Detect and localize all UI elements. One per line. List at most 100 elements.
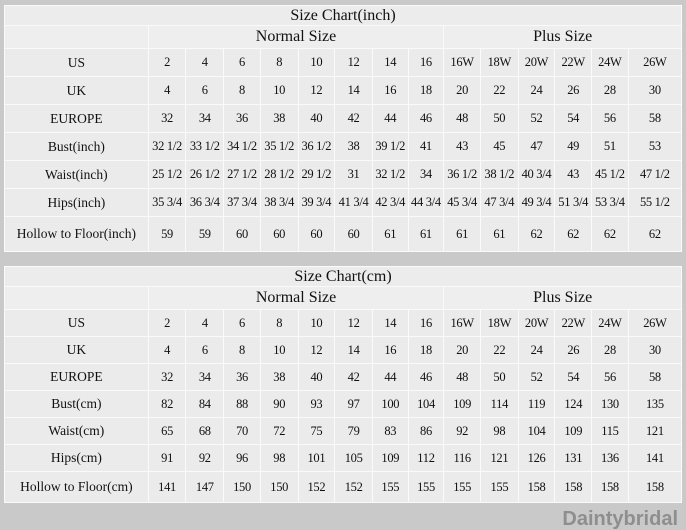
row-label: US: [4, 309, 149, 337]
size-cell: 147: [185, 471, 225, 503]
row-label: Waist(cm): [4, 417, 149, 445]
size-cell: 158: [554, 471, 593, 503]
table-row: Bust(inch) 32 1/2 33 1/2 34 1/2 35 1/2 36 1/2…: [4, 132, 683, 161]
table-row: UK 4 6 8 10 12 14 16 18 20 22 24 26 28 30: [4, 76, 683, 105]
size-cell: 38: [334, 132, 373, 161]
size-cell: 32: [147, 363, 187, 391]
size-cell: 16: [371, 336, 409, 364]
size-cell: 32 1/2: [371, 160, 409, 189]
row-label: EUROPE: [4, 363, 149, 391]
size-cell: 47: [517, 132, 556, 161]
table-row: Waist(inch) 25 1/2 26 1/2 27 1/2 28 1/2 29 1/…: [4, 160, 683, 189]
size-cell: 31: [334, 160, 373, 189]
size-cell: 26 1/2: [185, 160, 225, 189]
chart-title: Size Chart(cm): [4, 266, 682, 287]
size-cell: 136: [591, 444, 629, 472]
table-row: US 2 4 6 8 10 12 14 16 16W 18W 20W 22W 24W 26W: [4, 48, 683, 77]
size-cell: 35 1/2: [259, 132, 299, 161]
row-label: Hollow to Floor(inch): [4, 216, 149, 252]
table-row: Hips(cm) 91 92 96 98 101 105 109 112 116 121 126 131…: [4, 444, 683, 472]
size-cell: 79: [334, 417, 373, 445]
size-cell: 98: [259, 444, 299, 472]
size-cell: 65: [147, 417, 187, 445]
size-cell: 20W: [517, 48, 556, 77]
size-cell: 34 1/2: [223, 132, 261, 161]
size-cell: 40: [297, 104, 336, 133]
size-cell: 155: [371, 471, 409, 503]
size-cell: 36: [223, 363, 261, 391]
size-cell: 40: [297, 363, 336, 391]
size-cell: 36 1/2: [443, 160, 481, 189]
size-cell: 36 3/4: [185, 188, 225, 217]
size-cell: 43: [443, 132, 481, 161]
group-plus-size: Plus Size: [443, 286, 682, 310]
table-row: Hips(inch) 35 3/4 36 3/4 37 3/4 38 3/4 39 3/4…: [4, 188, 683, 217]
size-cell: 16W: [443, 48, 481, 77]
row-label: Waist(inch): [4, 160, 149, 189]
size-chart-inch: Size Chart(inch) Normal Size Plus Size US 2 4…: [4, 5, 683, 252]
size-cell: 4: [147, 76, 187, 105]
size-cell: 100: [371, 390, 409, 418]
size-cell: 38: [259, 363, 299, 391]
size-cell: 45 3/4: [443, 188, 481, 217]
size-cell: 6: [223, 309, 261, 337]
size-cell: 60: [334, 216, 373, 252]
size-cell: 158: [517, 471, 556, 503]
size-cell: 44: [371, 363, 409, 391]
row-label: UK: [4, 336, 149, 364]
size-cell: 83: [371, 417, 409, 445]
size-cell: 52: [517, 104, 556, 133]
size-cell: 61: [443, 216, 481, 252]
size-cell: 6: [223, 48, 261, 77]
size-cell: 41 3/4: [334, 188, 373, 217]
size-cell: 14: [334, 76, 373, 105]
size-cell: 26W: [627, 309, 683, 337]
row-label: Bust(inch): [4, 132, 149, 161]
size-cell: 24: [517, 76, 556, 105]
size-cell: 158: [591, 471, 629, 503]
table-row: Hollow to Floor(cm) 141 147 150 150 152 152 155…: [4, 471, 683, 503]
size-cell: 98: [480, 417, 519, 445]
size-cell: 10: [259, 76, 299, 105]
size-cell: 34: [185, 363, 225, 391]
size-cell: 121: [480, 444, 519, 472]
row-label: Hollow to Floor(cm): [4, 471, 149, 503]
size-cell: 38 3/4: [259, 188, 299, 217]
size-cell: 30: [627, 336, 683, 364]
size-cell: 45 1/2: [591, 160, 629, 189]
size-table: Size Chart(inch) Normal Size Plus Size US 2 4…: [4, 5, 683, 252]
size-cell: 12: [334, 48, 373, 77]
size-cell: 38: [259, 104, 299, 133]
size-cell: 104: [407, 390, 445, 418]
size-cell: 24: [517, 336, 556, 364]
size-cell: 150: [259, 471, 299, 503]
size-cell: 45: [479, 132, 519, 161]
size-cell: 62: [554, 216, 593, 252]
size-cell: 84: [185, 390, 225, 418]
row-label: Hips(inch): [4, 188, 149, 217]
size-cell: 20W: [517, 309, 556, 337]
size-cell: 51 3/4: [554, 188, 593, 217]
size-cell: 105: [334, 444, 373, 472]
size-cell: 22W: [554, 48, 593, 77]
size-cell: 56: [591, 363, 629, 391]
size-cell: 18: [407, 76, 445, 105]
table-row: UK 4 6 8 10 12 14 16 18 20 22 24 26 28 30: [4, 336, 683, 364]
size-cell: 62: [517, 216, 556, 252]
size-cell: 14: [334, 336, 373, 364]
table-row: EUROPE 32 34 36 38 40 42 44 46 48 50 52 54 56 58: [4, 363, 683, 391]
size-cell: 61: [479, 216, 519, 252]
size-cell: 4: [185, 48, 225, 77]
size-cell: 93: [297, 390, 336, 418]
size-cell: 54: [554, 363, 593, 391]
size-cell: 56: [591, 104, 629, 133]
size-cell: 91: [147, 444, 187, 472]
size-cell: 33 1/2: [185, 132, 225, 161]
size-cell: 16W: [443, 309, 482, 337]
size-cell: 116: [443, 444, 482, 472]
size-cell: 18W: [479, 48, 519, 77]
group-row: Normal Size Plus Size: [4, 25, 682, 49]
size-cell: 61: [407, 216, 445, 252]
size-cell: 158: [627, 471, 683, 503]
size-cell: 10: [297, 48, 336, 77]
